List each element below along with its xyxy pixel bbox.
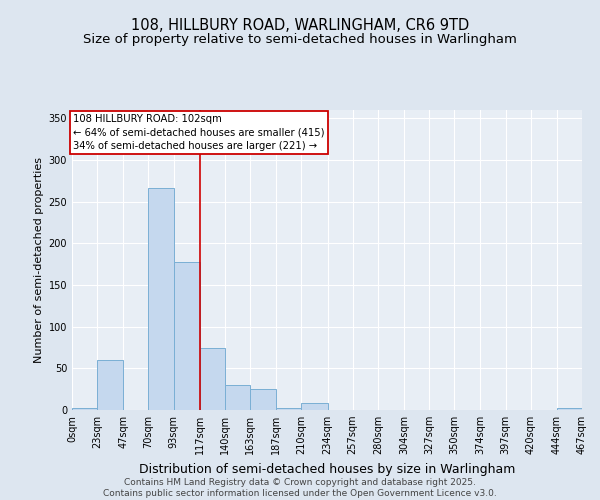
Bar <box>225 385 250 410</box>
Bar <box>301 404 328 410</box>
Bar <box>97 360 124 410</box>
Text: Size of property relative to semi-detached houses in Warlingham: Size of property relative to semi-detach… <box>83 32 517 46</box>
Y-axis label: Number of semi-detached properties: Number of semi-detached properties <box>34 157 44 363</box>
Text: Contains HM Land Registry data © Crown copyright and database right 2025.
Contai: Contains HM Land Registry data © Crown c… <box>103 478 497 498</box>
Bar <box>148 188 173 410</box>
Bar <box>276 408 301 410</box>
Bar <box>557 408 582 410</box>
Bar <box>173 262 200 410</box>
Bar <box>200 348 225 410</box>
Bar <box>250 389 276 410</box>
Bar <box>72 408 97 410</box>
Text: 108, HILLBURY ROAD, WARLINGHAM, CR6 9TD: 108, HILLBURY ROAD, WARLINGHAM, CR6 9TD <box>131 18 469 32</box>
X-axis label: Distribution of semi-detached houses by size in Warlingham: Distribution of semi-detached houses by … <box>139 462 515 475</box>
Text: 108 HILLBURY ROAD: 102sqm
← 64% of semi-detached houses are smaller (415)
34% of: 108 HILLBURY ROAD: 102sqm ← 64% of semi-… <box>73 114 325 150</box>
